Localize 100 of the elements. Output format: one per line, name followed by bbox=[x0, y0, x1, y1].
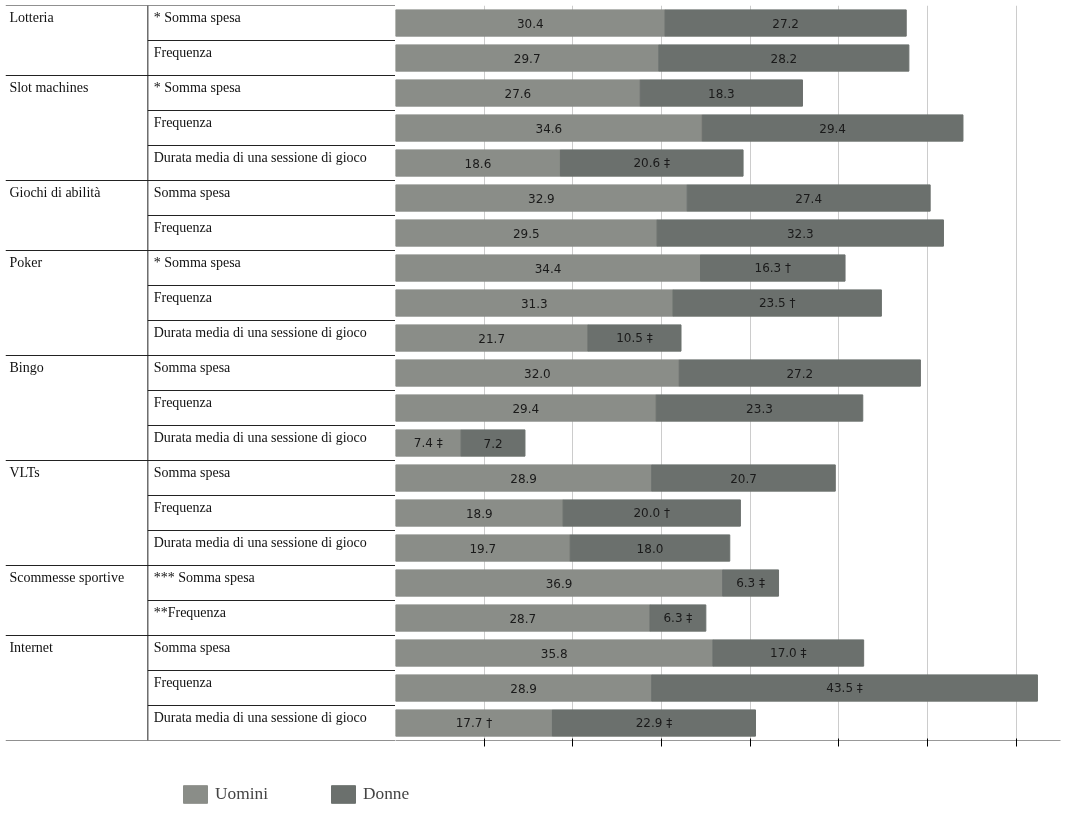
bar bbox=[395, 219, 658, 247]
bar bbox=[395, 184, 688, 212]
category-label: Frequenza bbox=[153, 219, 213, 235]
data-label: 27.4 bbox=[795, 191, 823, 206]
bar bbox=[569, 534, 731, 562]
category-label: Frequenza bbox=[153, 499, 213, 515]
bar bbox=[395, 709, 553, 737]
category-label: Durata media di una sessione di gioco bbox=[153, 149, 367, 165]
data-label: 34.4 bbox=[534, 261, 562, 276]
category-label: Frequenza bbox=[153, 114, 213, 130]
bar bbox=[395, 254, 702, 282]
bar bbox=[395, 289, 674, 317]
bar bbox=[395, 9, 666, 37]
category-label: VLTs bbox=[9, 464, 40, 480]
bar bbox=[664, 9, 907, 37]
bar bbox=[701, 114, 964, 142]
data-label: 32.3 bbox=[786, 226, 814, 241]
bar bbox=[651, 464, 836, 492]
category-label: Poker bbox=[9, 254, 43, 270]
bar bbox=[395, 604, 651, 632]
bar bbox=[395, 114, 703, 142]
bar bbox=[686, 184, 931, 212]
data-label: 21.7 bbox=[478, 331, 506, 346]
data-label: 19.7 bbox=[469, 541, 497, 556]
data-label: 27.2 bbox=[772, 16, 799, 31]
data-label: 18.9 bbox=[465, 506, 493, 521]
category-label: *** Somma spesa bbox=[153, 569, 255, 585]
data-label: 18.0 bbox=[636, 541, 664, 556]
bar bbox=[712, 639, 865, 667]
data-label: 29.5 bbox=[512, 226, 540, 241]
data-label: 29.7 bbox=[513, 51, 541, 66]
data-label: 31.3 bbox=[520, 296, 548, 311]
category-label: Frequenza bbox=[153, 44, 213, 60]
bar bbox=[722, 569, 780, 597]
category-label: Frequenza bbox=[153, 394, 213, 410]
category-label: * Somma spesa bbox=[153, 9, 241, 25]
category-label: Slot machines bbox=[9, 79, 89, 95]
legend-label: Uomini bbox=[215, 784, 268, 804]
bar bbox=[656, 219, 944, 247]
data-label: 18.3 bbox=[707, 86, 735, 101]
data-label: 22.9 ‡ bbox=[635, 716, 673, 730]
category-label: Somma spesa bbox=[153, 639, 231, 655]
bar bbox=[559, 149, 744, 177]
bar bbox=[395, 79, 641, 107]
category-label: Frequenza bbox=[153, 674, 213, 690]
bar bbox=[649, 604, 707, 632]
data-label: 32.9 bbox=[528, 191, 555, 206]
category-label: Durata media di una sessione di gioco bbox=[153, 709, 367, 725]
bar bbox=[395, 394, 657, 422]
data-label: 17.0 ‡ bbox=[770, 646, 807, 660]
category-label: Internet bbox=[9, 639, 53, 655]
data-label: 28.9 bbox=[510, 681, 537, 696]
data-label: 18.6 bbox=[464, 156, 492, 171]
data-label: 16.3 † bbox=[754, 261, 792, 275]
bar bbox=[395, 534, 571, 562]
bar bbox=[395, 464, 653, 492]
data-label: 6.3 ‡ bbox=[736, 576, 766, 590]
bar bbox=[658, 44, 910, 72]
bar bbox=[587, 324, 682, 352]
data-label: 23.5 † bbox=[758, 296, 796, 310]
bar bbox=[395, 499, 564, 527]
category-label: Durata media di una sessione di gioco bbox=[153, 324, 367, 340]
data-label: 17.7 † bbox=[455, 716, 493, 730]
category-label: * Somma spesa bbox=[153, 254, 241, 270]
bar bbox=[395, 674, 653, 702]
bar bbox=[655, 394, 864, 422]
data-label: 27.2 bbox=[786, 366, 814, 381]
data-label: 28.2 bbox=[770, 51, 798, 66]
bar bbox=[395, 569, 724, 597]
category-label: Somma spesa bbox=[153, 359, 231, 375]
bar bbox=[678, 359, 921, 387]
data-label: 28.7 bbox=[509, 611, 537, 626]
data-label: 27.6 bbox=[504, 86, 532, 101]
bar bbox=[562, 499, 741, 527]
bar bbox=[551, 709, 756, 737]
data-label: 32.0 bbox=[524, 366, 551, 381]
category-label: * Somma spesa bbox=[153, 79, 241, 95]
bar bbox=[395, 149, 561, 177]
category-label: Durata media di una sessione di gioco bbox=[153, 429, 367, 445]
category-label: Giochi di abilità bbox=[9, 184, 101, 200]
data-label: 20.0 † bbox=[633, 506, 671, 520]
data-label: 10.5 ‡ bbox=[616, 331, 653, 345]
data-label: 35.8 bbox=[540, 646, 568, 661]
data-label: 36.9 bbox=[545, 576, 573, 591]
bar bbox=[395, 359, 680, 387]
category-label: Somma spesa bbox=[153, 464, 231, 480]
category-label: Durata media di una sessione di gioco bbox=[153, 534, 367, 550]
category-label: Lotteria bbox=[9, 9, 54, 25]
bar bbox=[639, 79, 803, 107]
data-label: 20.7 bbox=[730, 471, 757, 486]
category-label: Frequenza bbox=[153, 289, 213, 305]
data-label: 23.3 bbox=[746, 401, 773, 416]
data-label: 30.4 bbox=[516, 16, 544, 31]
category-label: Somma spesa bbox=[153, 184, 231, 200]
legend-label: Donne bbox=[362, 784, 410, 804]
bar bbox=[700, 254, 846, 282]
data-label: 7.4 ‡ bbox=[413, 436, 443, 450]
data-label: 7.2 bbox=[483, 436, 503, 451]
bar bbox=[395, 324, 589, 352]
bar bbox=[672, 289, 882, 317]
